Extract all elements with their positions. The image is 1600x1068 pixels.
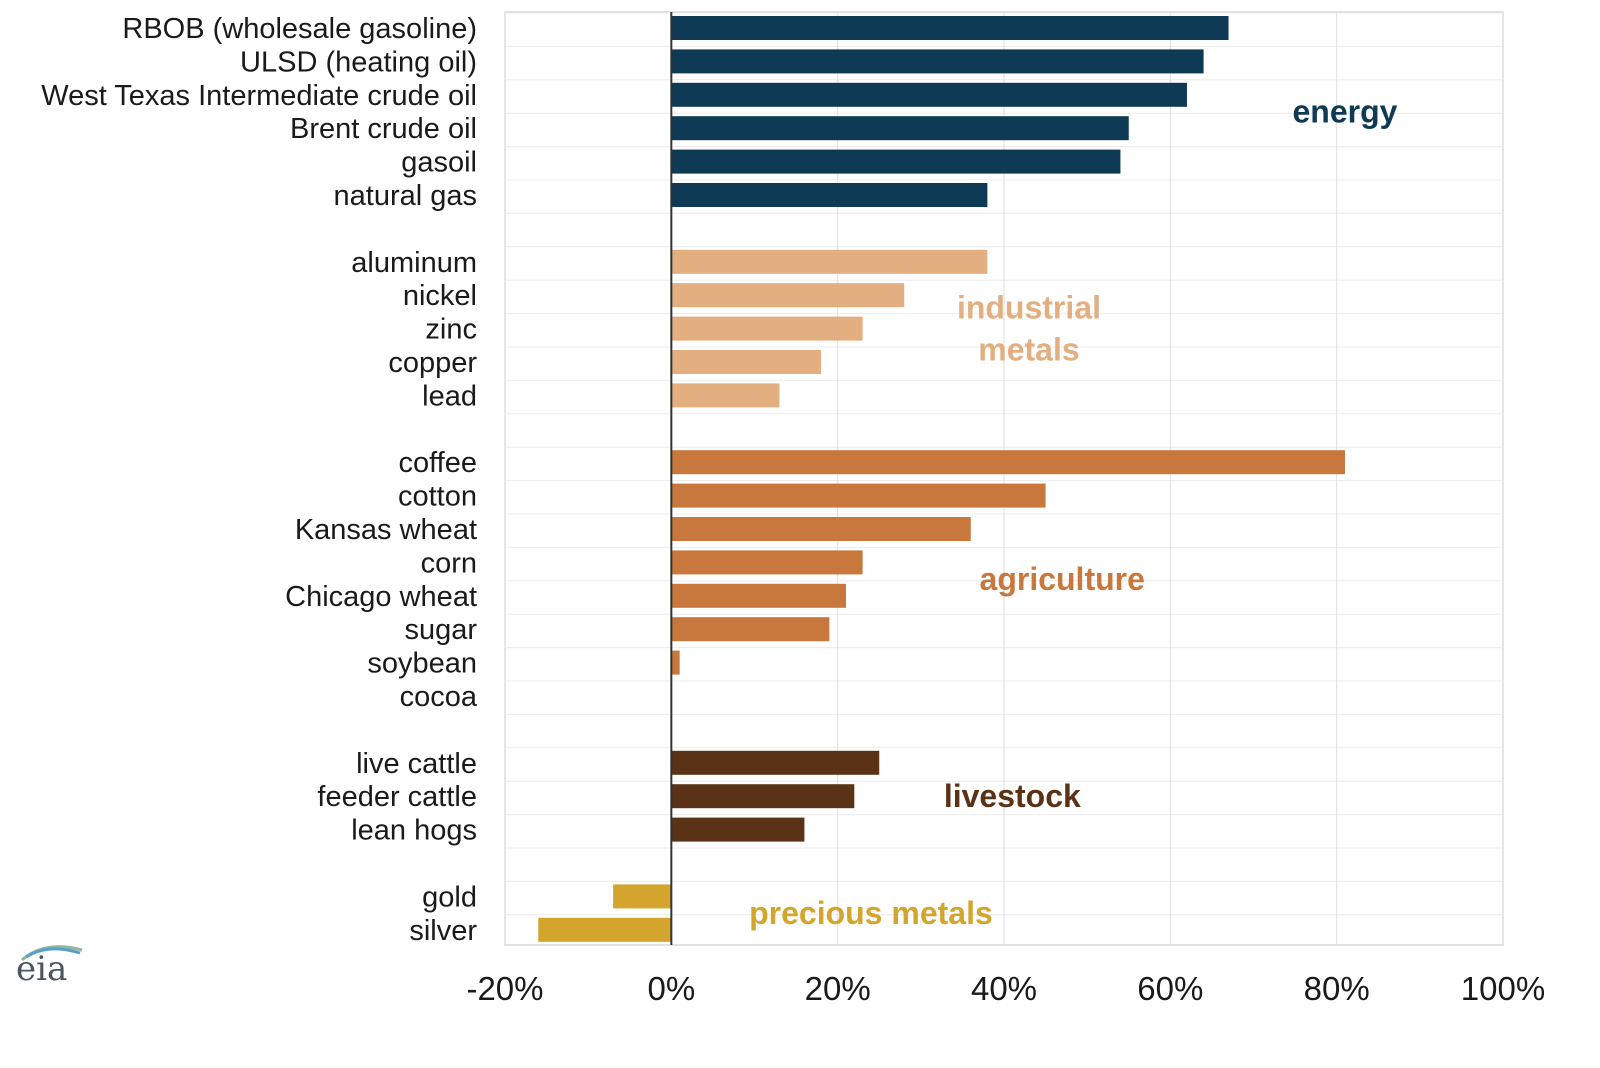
bar-zinc (671, 316, 863, 341)
eia-logo-text: eia (16, 949, 67, 989)
category-label: copper (388, 347, 477, 379)
group-label: energy (1293, 94, 1398, 130)
group-labels: energy industrial metals agriculture livesto… (749, 94, 1398, 932)
x-axis-ticks: -20% 0% 20% 40% 60% 80% 100% (466, 970, 1545, 1007)
bar-gasoil (671, 149, 1121, 174)
bar-aluminum (671, 249, 988, 274)
x-tick-label: 60% (1137, 970, 1203, 1007)
category-label: cotton (398, 481, 477, 513)
eia-logo-icon: eia (16, 945, 83, 989)
x-tick-label: 100% (1461, 970, 1545, 1007)
category-label: zinc (425, 314, 477, 346)
category-label: lead (422, 380, 477, 412)
bar-corn (671, 550, 863, 575)
x-tick-label: 20% (805, 970, 871, 1007)
category-label: nickel (403, 280, 477, 312)
bar-ulsd-heating-oil- (671, 49, 1204, 74)
bar-feeder-cattle (671, 784, 855, 809)
x-tick-label: 80% (1304, 970, 1370, 1007)
bar-kansas-wheat (671, 517, 971, 541)
bars (538, 16, 1345, 942)
category-label: West Texas Intermediate crude oil (41, 80, 477, 112)
category-label: aluminum (351, 247, 477, 279)
bar-west-texas-intermediate-crude-oil (671, 82, 1187, 107)
category-label: silver (409, 915, 477, 947)
category-label: Brent crude oil (290, 113, 477, 145)
category-label: Kansas wheat (295, 514, 477, 546)
bar-gold (613, 884, 672, 909)
x-tick-label: 0% (647, 970, 695, 1007)
category-label: ULSD (heating oil) (240, 46, 477, 78)
category-label: live cattle (356, 748, 477, 780)
category-label: Chicago wheat (285, 581, 477, 613)
group-label: industrial (957, 290, 1101, 326)
category-label: cocoa (400, 681, 478, 713)
group-label: livestock (944, 778, 1081, 814)
bar-rbob-wholesale-gasoline- (671, 16, 1229, 40)
bar-chicago-wheat (671, 583, 846, 608)
category-label: sugar (404, 614, 477, 646)
category-label: coffee (399, 447, 477, 479)
category-label: lean hogs (351, 815, 477, 847)
category-label: natural gas (334, 180, 478, 212)
bar-coffee (671, 450, 1345, 475)
group-label: agriculture (980, 561, 1145, 597)
group-label: precious metals (749, 895, 993, 931)
category-labels: RBOB (wholesale gasoline)ULSD (heating o… (41, 13, 478, 947)
bar-lean-hogs (671, 817, 805, 842)
category-label: RBOB (wholesale gasoline) (122, 13, 477, 45)
group-label: metals (978, 332, 1079, 368)
bar-nickel (671, 283, 905, 308)
category-label: gasoil (401, 147, 477, 179)
bar-lead (671, 383, 780, 408)
category-label: corn (421, 547, 477, 579)
bar-copper (671, 350, 822, 374)
bar-brent-crude-oil (671, 116, 1129, 141)
bar-natural-gas (671, 183, 988, 207)
bar-silver (538, 917, 672, 942)
category-label: soybean (367, 648, 477, 680)
bar-cotton (671, 483, 1046, 508)
x-tick-label: -20% (466, 970, 543, 1007)
category-label: feeder cattle (317, 781, 477, 813)
x-tick-label: 40% (971, 970, 1037, 1007)
bar-sugar (671, 617, 830, 642)
bar-live-cattle (671, 750, 880, 775)
bar-soybean (671, 650, 680, 675)
category-label: gold (422, 881, 477, 913)
